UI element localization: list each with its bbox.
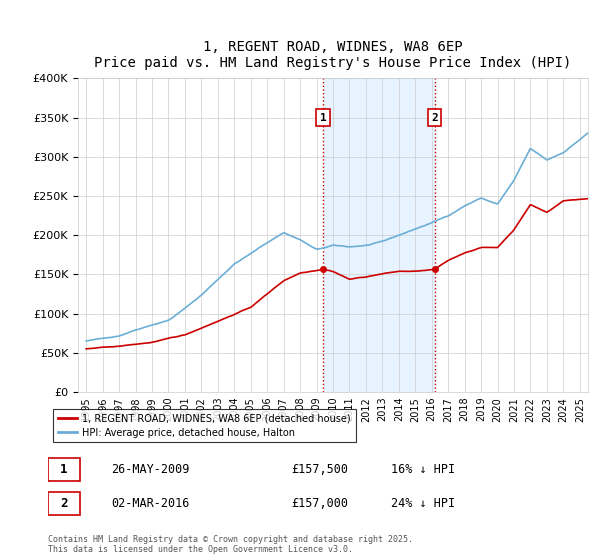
Text: 24% ↓ HPI: 24% ↓ HPI [391,497,455,510]
FancyBboxPatch shape [48,458,80,481]
Text: 16% ↓ HPI: 16% ↓ HPI [391,463,455,476]
Text: £157,000: £157,000 [291,497,348,510]
Text: 1: 1 [320,113,326,123]
Legend: 1, REGENT ROAD, WIDNES, WA8 6EP (detached house), HPI: Average price, detached h: 1, REGENT ROAD, WIDNES, WA8 6EP (detache… [53,409,356,442]
Text: £157,500: £157,500 [291,463,348,476]
FancyBboxPatch shape [48,492,80,515]
Title: 1, REGENT ROAD, WIDNES, WA8 6EP
Price paid vs. HM Land Registry's House Price In: 1, REGENT ROAD, WIDNES, WA8 6EP Price pa… [94,40,572,71]
Text: Contains HM Land Registry data © Crown copyright and database right 2025.
This d: Contains HM Land Registry data © Crown c… [48,535,413,554]
Text: 1: 1 [60,463,68,476]
Text: 02-MAR-2016: 02-MAR-2016 [112,497,190,510]
Text: 2: 2 [60,497,68,510]
Text: 26-MAY-2009: 26-MAY-2009 [112,463,190,476]
Text: 2: 2 [431,113,438,123]
